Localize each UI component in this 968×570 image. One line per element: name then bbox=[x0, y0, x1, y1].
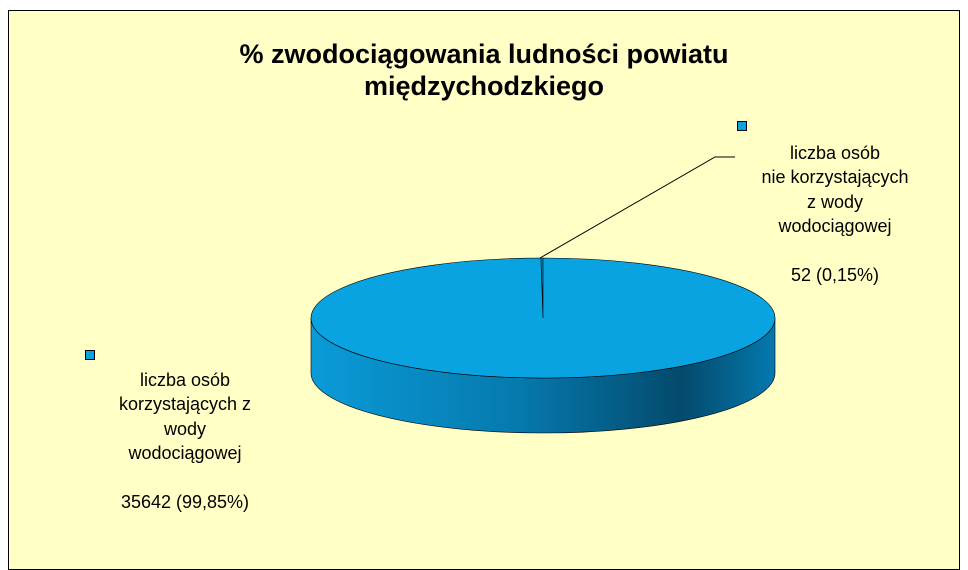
legend-key bbox=[737, 121, 747, 131]
leader-line bbox=[539, 156, 735, 259]
category-label: liczba osób nie korzystających z wody wo… bbox=[761, 142, 909, 237]
chart-title: % zwodociągowania ludności powiatu międz… bbox=[239, 39, 729, 101]
data-label: liczba osób nie korzystających z wody wo… bbox=[735, 116, 935, 312]
legend-key bbox=[85, 350, 95, 360]
value-label: 35642 (99,85%) bbox=[120, 492, 250, 512]
data-label: liczba osób korzystających z wody wodoci… bbox=[85, 343, 285, 539]
category-label: liczba osób korzystających z wody wodoci… bbox=[118, 369, 252, 464]
value-label: 52 (0,15%) bbox=[790, 265, 880, 285]
pie-slice bbox=[310, 257, 776, 379]
